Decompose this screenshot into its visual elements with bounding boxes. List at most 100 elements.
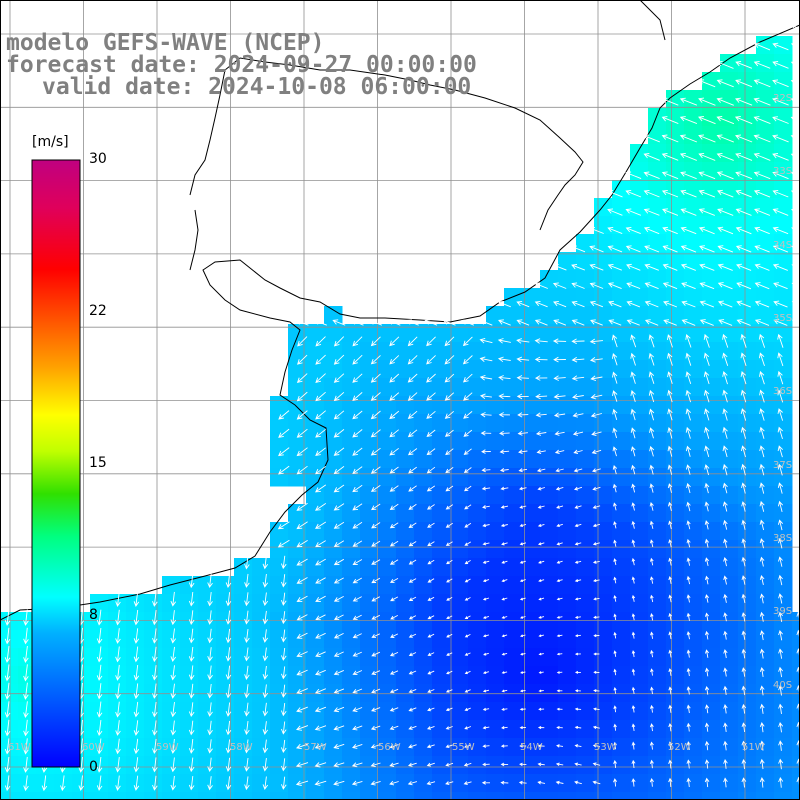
wind-arrow — [555, 780, 564, 785]
ocean-cell — [360, 576, 379, 595]
wind-arrow — [115, 701, 121, 718]
ocean-cell — [468, 360, 487, 379]
wind-arrow — [500, 744, 508, 748]
ocean-cell — [36, 774, 55, 793]
ocean-cell — [612, 756, 631, 775]
wind-arrow — [613, 631, 617, 639]
wind-arrow — [262, 702, 269, 717]
ocean-cell — [432, 468, 451, 487]
ocean-cell — [396, 504, 415, 523]
wind-arrow — [591, 431, 602, 436]
ocean-cell — [486, 450, 505, 469]
wind-arrow — [572, 431, 584, 436]
wind-arrow — [571, 319, 585, 326]
wind-arrow — [483, 652, 489, 656]
ocean-cell — [306, 630, 325, 649]
wind-arrow — [759, 370, 765, 385]
ocean-cell — [450, 738, 469, 757]
wind-arrow — [278, 410, 290, 420]
wind-arrow — [427, 596, 435, 601]
ocean-cell — [702, 540, 721, 559]
wind-arrow — [501, 560, 508, 564]
ocean-cell — [342, 684, 361, 703]
ocean-cell — [720, 450, 739, 469]
wind-arrow — [556, 560, 563, 564]
ocean-cell — [684, 504, 703, 523]
ocean-cell — [702, 306, 721, 325]
wind-arrow — [314, 780, 327, 786]
ocean-cell — [288, 468, 307, 487]
wind-arrow — [297, 354, 308, 365]
wind-arrow — [613, 576, 617, 584]
ocean-cell — [198, 702, 217, 721]
wind-arrow — [723, 557, 728, 567]
ocean-cell — [594, 756, 613, 775]
wind-arrow — [389, 707, 399, 712]
ocean-cell — [630, 180, 649, 199]
wind-arrow — [225, 610, 232, 625]
ocean-cell — [684, 126, 703, 145]
ocean-cell — [702, 684, 721, 703]
ocean-cell — [666, 414, 685, 433]
wind-arrow — [427, 615, 435, 620]
ocean-cell — [504, 504, 523, 523]
wind-arrow — [753, 116, 771, 125]
wind-arrow — [225, 592, 232, 607]
wind-arrow — [667, 371, 673, 384]
ocean-cell — [558, 684, 577, 703]
wind-arrow — [464, 633, 471, 638]
ocean-cell — [774, 540, 793, 559]
wind-arrow — [278, 447, 290, 457]
ocean-cell — [666, 378, 685, 397]
ocean-cell — [504, 360, 523, 379]
ocean-cell — [234, 594, 253, 613]
ocean-cell — [342, 378, 361, 397]
wind-arrow — [463, 429, 473, 437]
ocean-cell — [450, 630, 469, 649]
wind-arrow — [723, 538, 728, 548]
wind-arrow — [648, 408, 655, 421]
wind-arrow — [23, 738, 29, 755]
ocean-cell — [540, 468, 559, 487]
wind-arrow — [574, 597, 582, 601]
wind-arrow — [717, 189, 734, 198]
ocean-cell — [720, 72, 739, 91]
ocean-cell — [774, 360, 793, 379]
ocean-cell — [756, 432, 775, 451]
wind-arrow — [408, 652, 417, 657]
wind-arrow — [280, 574, 287, 588]
ocean-cell — [432, 630, 451, 649]
ocean-cell — [702, 450, 721, 469]
ocean-cell — [720, 432, 739, 451]
wind-arrow — [519, 523, 527, 528]
wind-arrow — [207, 720, 213, 736]
ocean-cell — [684, 144, 703, 163]
wind-arrow — [333, 354, 345, 365]
ocean-cell — [486, 360, 505, 379]
ocean-cell — [162, 720, 181, 739]
wind-arrow — [740, 426, 747, 439]
wind-arrow — [758, 352, 765, 367]
wind-arrow — [516, 356, 530, 363]
ocean-cell — [324, 594, 343, 613]
ocean-cell — [720, 396, 739, 415]
wind-arrow — [778, 574, 783, 586]
wind-arrow — [482, 726, 490, 730]
wind-arrow — [535, 393, 548, 400]
ocean-cell — [684, 252, 703, 271]
wind-arrow — [500, 762, 509, 767]
ocean-cell — [666, 270, 685, 289]
wind-arrow — [4, 756, 11, 773]
wind-arrow — [759, 463, 765, 476]
wind-arrow — [592, 560, 600, 564]
wind-arrow — [740, 352, 747, 367]
wind-arrow — [556, 725, 563, 730]
ocean-cell — [594, 576, 613, 595]
wind-arrow — [96, 664, 103, 681]
wind-arrow — [631, 502, 636, 511]
ocean-cell — [306, 342, 325, 361]
ocean-cell — [324, 522, 343, 541]
wind-arrow — [332, 319, 346, 326]
ocean-cell — [486, 324, 505, 343]
ocean-cell — [612, 540, 631, 559]
